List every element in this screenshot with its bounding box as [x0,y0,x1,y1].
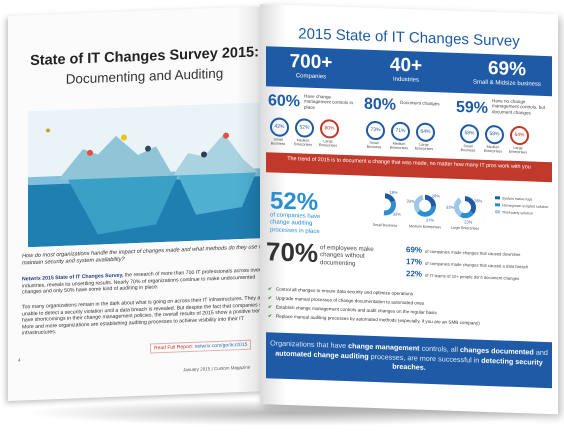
slice-label: 19% [389,190,397,195]
circle-label: Large Enterprises [414,142,434,152]
slice-label: 33% [407,198,415,203]
conclusion-bold-3: automated change auditing [275,348,369,361]
donut-hole [459,201,471,213]
auditing-methods-chart: 19% 33% Small Business 26% 37% 33% Medium Ente… [373,190,549,231]
stat-downtime-value: 69% [406,245,423,255]
pie-slice [416,206,436,217]
conclusion-text-3: and [535,347,548,358]
check-icon: ✔ [268,313,272,319]
stat-teams: 22% of IT teams of 10+ people don't docum… [406,269,519,282]
legend-label: Homegrown scripted solution [502,203,548,209]
circle-label: Large Enterprises [508,145,528,155]
circle-label: Medium Enterprises [389,141,409,151]
stat-label: Companies [295,73,327,81]
stat-breach: 17% of companies made changes that caused… [406,257,528,270]
circle-small-business: 73% [366,120,385,141]
trend-banner: The trend of 2015 is to document a chang… [266,152,552,183]
check-icon: ✔ [268,286,272,292]
pct-document-text: Document changes [400,99,440,107]
pie-slice [454,197,463,217]
circle-small-business: 42% [270,117,289,138]
check-icon: ✔ [268,295,272,301]
circle-label: Small Business [460,144,476,153]
circle-label: Small Business [270,137,286,147]
circle-medium: 58% [485,124,504,145]
pct-controls: 60% [268,92,301,111]
circle-label: Medium Enterprises [293,138,313,148]
stat-breach-value: 17% [406,257,423,267]
pct-document: 80% [364,95,397,114]
iceberg-illustration [28,102,266,248]
stat-industries: 40+ Industries [371,54,441,85]
slice-label: 33% [393,211,401,216]
stat-value: 700+ [289,51,333,74]
circle-medium: 52% [295,118,314,138]
pie-slice [459,210,474,219]
legend-swatch [495,196,500,200]
left-page: State of IT Changes Survey 2015: Documen… [8,5,277,401]
donut-group-label: Small Business [373,223,398,228]
stat-teams-value: 22% [406,269,423,279]
left-paragraph-2: Too many organizations remain in the dar… [22,295,267,337]
stats-band: 700+ Companies 40+ Industries 69% Small … [266,46,552,97]
slice-label: 23% [464,219,472,224]
slice-label: 37% [426,217,434,222]
undocumented-text-body: of employees make changes without docume… [320,244,374,268]
left-paragraph-1: Netwrix 2015 State of IT Changes Survey,… [22,267,270,296]
stat-companies: 700+ Companies [276,51,346,82]
pie-slice [414,195,424,214]
donut-group-label: Medium Enterprises [409,224,441,229]
legend-label: Third-party solution [502,210,533,215]
conclusion-text-2: controls, all [421,343,458,354]
circle-medium: 71% [391,121,410,142]
circle-label: Large Enterprises [318,139,338,148]
donut-group-label: Large Enterprises [451,226,480,231]
slice-label: 26% [432,193,440,198]
stat-downtime-text: of companies made changes that caused do… [425,248,521,258]
stat-value: 40+ [389,54,423,77]
donut-hole [419,200,431,212]
paragraph-1-text: the research of more than 700 IT profess… [22,267,268,296]
pct-no-controls-text: Have no change management controls, but … [492,98,546,116]
pie-slice [465,196,476,214]
check-icon: ✔ [268,304,272,310]
legend-swatch [495,210,500,214]
left-question: How do most organizations handle the imp… [22,244,264,267]
circle-label: Medium Enterprises [483,144,503,154]
circle-large: 64% [510,125,529,146]
circle-large: 80% [320,119,339,139]
slice-label: 35% [474,198,482,203]
circle-large: 64% [416,122,435,143]
circle-small-business: 58% [460,123,479,144]
page-number: 4 [18,357,21,363]
conclusion-banner: Organizations that have change managemen… [266,332,552,389]
pct-controls-text: Have change management controls in place [304,93,354,110]
pie-slice [425,194,436,207]
undocumented-text: of employees make changes without docume… [320,244,392,269]
stat-teams-text: of IT teams of 10+ people don't document… [425,272,520,282]
circle-label: Small Business [366,140,382,150]
stat-downtime: 69% of companies made changes that caused… [406,245,520,258]
legend-swatch [495,203,500,207]
undocumented-percent: 70% [266,236,319,269]
auditing-text: of companies have change auditing proces… [270,212,330,236]
read-report-label: Read Full Report: [154,343,194,352]
stat-breach-text: of companies made changes that caused a … [425,260,529,270]
pie-slice [385,193,396,203]
donut-hole [379,198,391,210]
stat-smb: 69% Small & Midsize business [462,57,552,89]
slice-label: 33% [446,204,454,209]
right-page: 2015 State of IT Changes Survey 700+ Com… [260,4,558,415]
recommendations-list: ✔ Control all changes to ensure data secu… [268,284,554,330]
legend-label: System native logs [502,196,532,201]
auditing-text-body: of companies have change auditing proces… [270,212,321,235]
stat-label: Industries [392,76,419,84]
pie-slice [383,200,396,216]
pct-no-controls: 59% [456,98,489,117]
